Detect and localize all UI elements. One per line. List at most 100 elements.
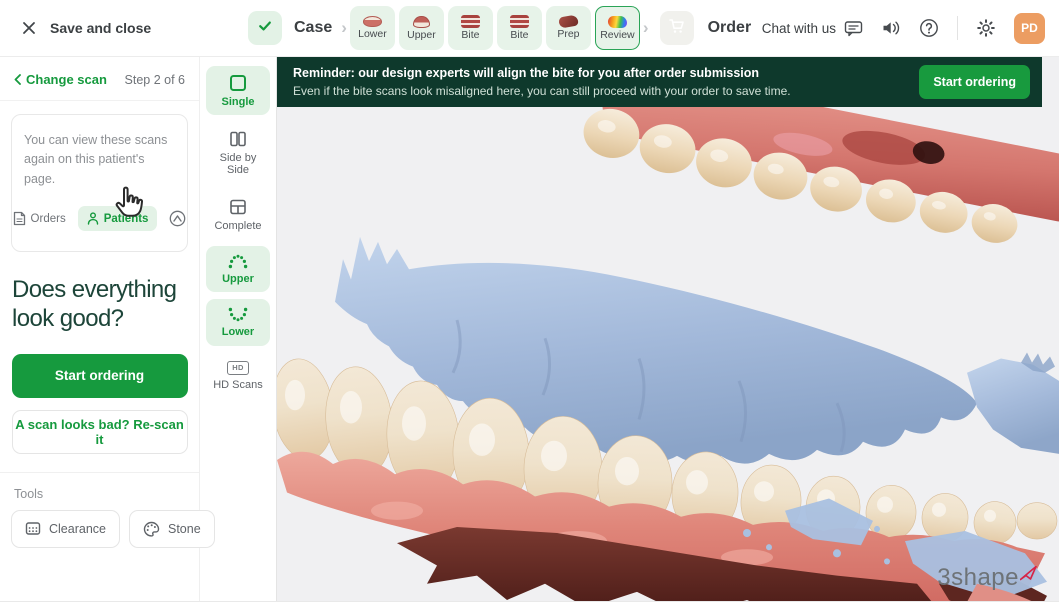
view-side-by-side[interactable]: Side by Side	[206, 122, 270, 183]
view-mode-bar: Single Side by Side Complete Upper Lower…	[200, 57, 277, 601]
teeth-highlights	[285, 379, 996, 522]
case-step-prep[interactable]: Prep	[545, 6, 591, 50]
case-step-review[interactable]: Review	[594, 6, 640, 50]
blue-speckles	[743, 525, 890, 565]
view-lower[interactable]: Lower	[206, 299, 270, 346]
user-avatar[interactable]: PD	[1014, 12, 1045, 44]
view-label: Complete	[214, 220, 262, 233]
scan-ragged-bottom	[397, 526, 932, 601]
view-label: Single	[221, 96, 255, 108]
blue-mesh-crevices	[451, 319, 846, 453]
chevron-right-icon: ›	[642, 18, 649, 37]
gear-icon[interactable]	[976, 18, 996, 38]
case-status-check	[248, 11, 282, 45]
banner-subtitle: Even if the bite scans look misaligned h…	[293, 84, 791, 98]
view-upper[interactable]: Upper	[206, 246, 270, 293]
top-bar-divider	[957, 16, 958, 40]
patients-label: Patients	[103, 212, 149, 225]
case-step-lower[interactable]: Lower	[349, 6, 395, 50]
side-by-side-icon	[230, 131, 246, 147]
3shape-arrow-icon	[1020, 566, 1037, 581]
case-steps: Lower Upper Bite Bite Prep Review	[349, 6, 640, 50]
banner-title: Reminder: our design experts will align …	[293, 66, 760, 80]
speaker-icon[interactable]	[881, 19, 901, 37]
sidebar-divider	[0, 471, 199, 473]
view-label: Side by Side	[219, 152, 257, 177]
gum-under-blue	[967, 583, 1032, 601]
case-step-upper[interactable]: Upper	[398, 6, 444, 50]
hd-icon: HD	[227, 360, 249, 375]
view-label: Upper	[222, 273, 254, 286]
top-bar-right: Chat with us PD	[762, 12, 1045, 44]
case-step-bite-1[interactable]: Bite	[447, 6, 493, 50]
gum-front	[277, 451, 1045, 601]
chat-with-us-label: Chat with us	[761, 20, 836, 36]
view-complete[interactable]: Complete	[206, 190, 270, 239]
info-card-links: Orders Patients	[13, 204, 186, 233]
blue-spill-2	[905, 530, 1047, 600]
step-label: Upper	[407, 28, 436, 41]
reminder-banner-text: Reminder: our design experts will align …	[293, 66, 791, 98]
palette-icon	[143, 521, 160, 537]
step-label: Review	[600, 28, 635, 41]
blue-scan-patch-right	[967, 358, 1059, 454]
upper-arch-icon	[228, 255, 248, 269]
breadcrumb-case-label: Case	[294, 19, 333, 36]
save-and-close-label: Save and close	[50, 20, 152, 36]
chat-with-us-button[interactable]: Chat with us	[762, 20, 863, 37]
top-bar: Save and close Case › Lower Upper Bite	[0, 0, 1059, 57]
page-title: Does everything look good?	[12, 276, 177, 332]
chevron-right-icon: ›	[341, 18, 347, 37]
close-icon	[22, 21, 36, 35]
view-hd-scans[interactable]: HD HD Scans	[206, 353, 270, 398]
blue-spill-1	[785, 498, 873, 546]
cart-icon	[668, 17, 686, 40]
complete-view-icon	[230, 199, 246, 215]
stone-tool-button[interactable]: Stone	[128, 509, 215, 548]
lower-arch-icon	[228, 308, 248, 322]
view-label: HD Scans	[213, 378, 263, 391]
view-single[interactable]: Single	[206, 66, 270, 116]
info-card-text: You can view these scans again on this p…	[24, 133, 168, 186]
check-icon	[257, 18, 273, 39]
reminder-banner: Reminder: our design experts will align …	[277, 57, 1042, 107]
save-and-close-button[interactable]: Save and close	[22, 20, 234, 36]
orders-label: Orders	[30, 212, 66, 225]
step-label: Lower	[358, 28, 387, 41]
step-label: Bite	[510, 29, 529, 42]
change-scan-button[interactable]: Change scan	[14, 72, 107, 87]
clearance-tool-button[interactable]: Clearance	[11, 509, 120, 548]
bite-scan-thumb-icon	[509, 15, 529, 29]
scan-3d-viewport[interactable]	[277, 107, 1059, 602]
chevron-left-icon	[14, 74, 21, 85]
chat-bubble-icon	[844, 20, 863, 37]
patients-link[interactable]: Patients	[77, 206, 158, 232]
rescan-button[interactable]: A scan looks bad? Re-scan it	[11, 409, 188, 454]
3shape-logo-text: 3shape	[937, 564, 1019, 591]
sidebar-header: Change scan Step 2 of 6	[0, 57, 199, 101]
stone-label: Stone	[167, 521, 201, 536]
change-scan-label: Change scan	[26, 72, 107, 87]
start-ordering-button[interactable]: Start ordering	[11, 353, 188, 398]
blue-scan-texture	[1021, 352, 1055, 373]
banner-start-ordering-button[interactable]: Start ordering	[919, 65, 1030, 99]
view-label: Lower	[221, 326, 255, 339]
case-step-bite-2[interactable]: Bite	[496, 6, 542, 50]
orders-link[interactable]: Orders	[9, 205, 70, 232]
single-view-icon	[230, 75, 246, 91]
step-label: Prep	[557, 28, 580, 41]
scan-canvas: Reminder: our design experts will align …	[277, 57, 1059, 602]
bite-scan-thumb-icon	[460, 15, 480, 29]
help-icon[interactable]	[919, 18, 939, 38]
clearance-label: Clearance	[49, 521, 106, 536]
circle-caret-icon[interactable]	[165, 204, 190, 233]
review-scan-thumb-icon	[607, 15, 627, 28]
breadcrumb-order-label: Order	[707, 19, 752, 36]
3shape-logo: 3shape	[937, 566, 1037, 590]
document-icon	[13, 211, 25, 226]
tools-row: Clearance Stone	[11, 509, 215, 548]
upper-right-arch	[583, 107, 1059, 243]
person-icon	[87, 212, 98, 225]
left-sidebar: Change scan Step 2 of 6 You can view the…	[0, 57, 215, 601]
